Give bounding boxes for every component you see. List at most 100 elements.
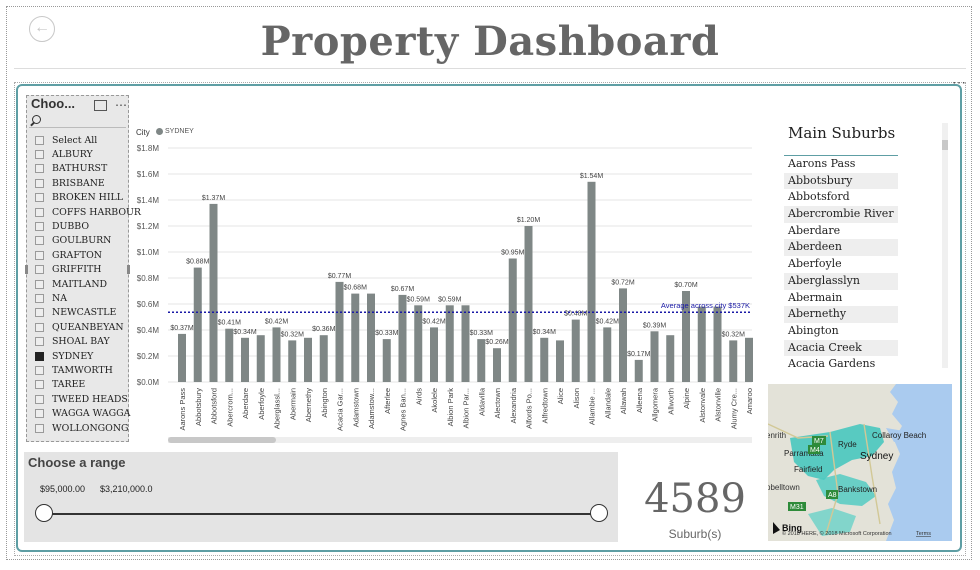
search-icon[interactable] [32, 115, 41, 124]
city-option[interactable]: SYDNEY [35, 349, 141, 363]
city-option[interactable]: WAGGA WAGGA [35, 406, 141, 420]
bar[interactable] [477, 339, 486, 382]
bar[interactable] [256, 335, 265, 382]
more-options-icon[interactable]: ⋯ [115, 98, 127, 112]
checkbox[interactable] [35, 308, 44, 318]
search-input[interactable] [29, 127, 126, 128]
bar[interactable] [556, 340, 564, 382]
bar[interactable] [508, 258, 517, 383]
report-more-options-icon[interactable]: ⋯ [952, 74, 966, 90]
city-option[interactable]: NEWCASTLE [35, 306, 141, 320]
bar[interactable] [241, 337, 249, 382]
map-visual[interactable]: enrith Collaroy Beach Ryde Sydney Parram… [768, 384, 952, 541]
bar[interactable] [288, 340, 297, 382]
bar[interactable] [729, 340, 738, 382]
bar[interactable] [650, 331, 659, 382]
city-option[interactable]: BRISBANE [35, 176, 141, 190]
suburb-row[interactable]: Abermain [788, 290, 843, 304]
suburb-row[interactable]: Acacia Creek [784, 339, 898, 357]
bar[interactable] [430, 327, 438, 382]
suburb-row[interactable]: Abbotsford [788, 190, 850, 204]
bar[interactable] [619, 288, 627, 382]
city-option[interactable]: COFFS HARBOUR [35, 205, 141, 219]
city-option[interactable]: Select All [35, 133, 141, 147]
checkbox[interactable] [35, 222, 44, 232]
bar[interactable] [382, 339, 391, 382]
city-option[interactable]: BATHURST [35, 162, 141, 176]
range-min-thumb[interactable] [35, 504, 53, 522]
suburbs-scrollbar-track[interactable] [942, 123, 948, 368]
legend-series[interactable]: SYDNEY [165, 128, 194, 135]
city-option[interactable]: MAITLAND [35, 277, 141, 291]
bar[interactable] [634, 359, 643, 382]
suburb-row[interactable]: Abington [788, 323, 839, 337]
checkbox[interactable] [35, 236, 44, 246]
suburbs-scrollbar-thumb[interactable] [942, 140, 948, 150]
bar[interactable] [587, 181, 596, 382]
checkbox[interactable] [35, 409, 44, 419]
city-option[interactable]: WOLLONGONG [35, 421, 141, 435]
city-slicer[interactable]: Choo... ⋯ Select All ALBURY BATHURST BRISBA… [25, 95, 141, 442]
city-option[interactable]: NA [35, 291, 141, 305]
checkbox[interactable] [35, 150, 44, 160]
bar[interactable] [193, 267, 202, 382]
checkbox[interactable] [35, 423, 44, 433]
checkbox[interactable] [35, 178, 44, 188]
city-option[interactable]: GRAFTON [35, 248, 141, 262]
city-option[interactable]: TAREE [35, 378, 141, 392]
checkbox[interactable] [35, 265, 44, 275]
city-option[interactable]: BROKEN HILL [35, 191, 141, 205]
bar[interactable] [367, 293, 375, 382]
suburb-row[interactable]: Aberdare [788, 223, 841, 237]
city-option[interactable]: ALBURY [35, 147, 141, 161]
resize-handle[interactable] [127, 265, 130, 274]
bar[interactable] [225, 328, 234, 382]
bar[interactable] [272, 327, 281, 382]
suburb-row[interactable]: Abernethy [784, 306, 898, 323]
checkbox[interactable] [35, 337, 44, 347]
resize-handle[interactable] [25, 265, 28, 274]
city-option[interactable]: QUEANBEYAN [35, 320, 141, 334]
range-max-label[interactable]: $3,210,000.0 [100, 484, 153, 494]
suburb-row[interactable]: Aberglasslyn [784, 272, 898, 290]
checkbox[interactable] [35, 293, 44, 303]
checkbox[interactable] [35, 380, 44, 390]
suburb-row[interactable]: Aberfoyle [788, 257, 842, 271]
bar[interactable] [351, 293, 360, 382]
bar[interactable] [319, 335, 328, 382]
bar[interactable] [178, 333, 186, 382]
range-track[interactable] [44, 513, 599, 515]
bar[interactable] [603, 327, 612, 382]
bar[interactable] [493, 348, 501, 382]
checkbox[interactable] [35, 207, 44, 217]
map-terms-link[interactable]: Terms [916, 531, 931, 537]
bar[interactable] [304, 337, 312, 382]
suburb-row[interactable]: Abbotsbury [784, 172, 898, 190]
bar[interactable] [335, 281, 344, 382]
bar[interactable] [414, 305, 423, 382]
bar[interactable] [745, 337, 753, 382]
checkbox[interactable] [35, 135, 44, 145]
checkbox[interactable] [35, 193, 44, 203]
suburb-row[interactable]: Acacia Gardens [788, 357, 876, 371]
checkbox[interactable] [35, 351, 44, 361]
bar[interactable] [682, 291, 690, 382]
bar[interactable] [461, 305, 470, 382]
arrow-left-icon[interactable]: ← [29, 16, 55, 42]
city-option[interactable]: TAMWORTH [35, 363, 141, 377]
chart-scrollbar-track[interactable] [168, 437, 752, 443]
city-option[interactable]: GRIFFITH [35, 263, 141, 277]
suburb-row[interactable]: Aberdeen [784, 239, 898, 257]
bar[interactable] [398, 294, 407, 382]
city-option[interactable]: GOULBURN [35, 234, 141, 248]
bar[interactable] [697, 306, 706, 382]
suburb-row[interactable]: Abercrombie River [784, 206, 898, 223]
bar[interactable] [571, 319, 580, 382]
checkbox[interactable] [35, 365, 44, 375]
city-option[interactable]: SHOAL BAY [35, 334, 141, 348]
bar[interactable] [666, 335, 675, 382]
city-option[interactable]: DUBBO [35, 219, 141, 233]
bar[interactable] [445, 305, 454, 382]
bar[interactable] [524, 226, 533, 382]
checkbox[interactable] [35, 394, 44, 404]
